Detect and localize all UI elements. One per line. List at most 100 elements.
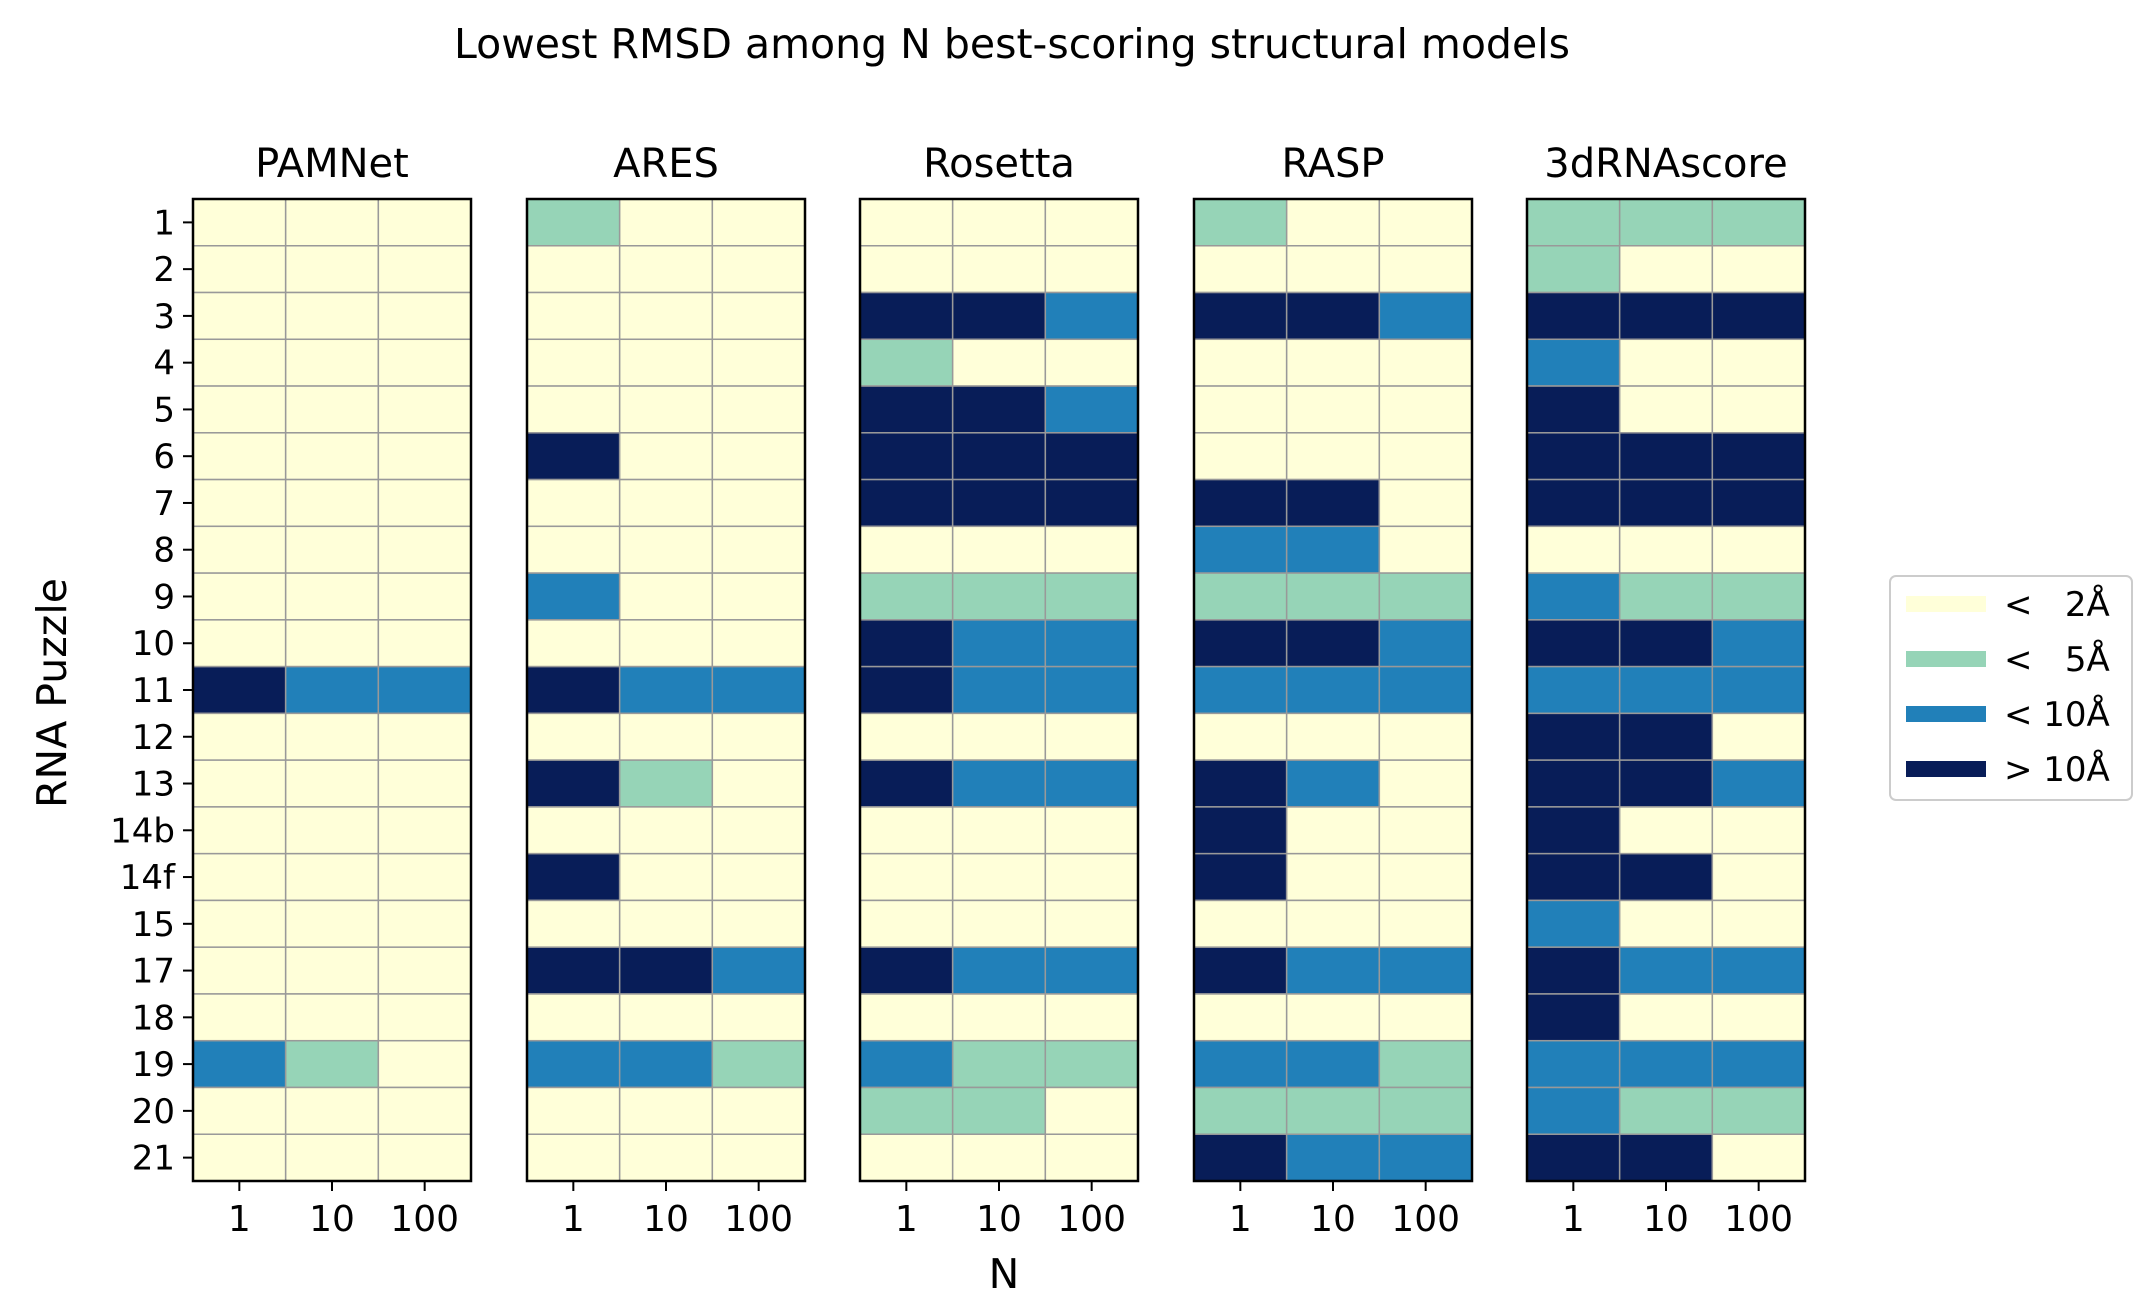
heatmap-cell xyxy=(1526,665,1621,715)
heatmap-cell xyxy=(1193,712,1288,761)
heatmap-cell xyxy=(1526,993,1621,1042)
heatmap-cell xyxy=(1044,993,1139,1042)
heatmap-cell xyxy=(377,478,472,528)
y-tick-label: 10 xyxy=(132,624,175,664)
heatmap-cell xyxy=(1044,619,1139,668)
heatmap-cell xyxy=(711,245,806,294)
y-tick-label: 21 xyxy=(132,1139,175,1179)
heatmap-cell xyxy=(1526,478,1621,528)
heatmap-cell xyxy=(377,432,472,481)
heatmap-cell xyxy=(1378,619,1473,668)
heatmap-cell xyxy=(284,525,380,574)
heatmap-cell xyxy=(1193,1039,1288,1089)
heatmap-cell xyxy=(526,432,621,481)
heatmap-cell xyxy=(192,1039,287,1089)
panel-3drnascore: 3dRNAscore 1 10 100 xyxy=(1525,141,1807,1240)
heatmap-cell xyxy=(859,759,954,808)
heatmap-cell xyxy=(1193,665,1288,715)
heatmap-cell xyxy=(526,478,621,528)
y-tick-label: 5 xyxy=(153,390,175,430)
heatmap-cell xyxy=(1044,1133,1139,1182)
heatmap-cell xyxy=(377,245,472,294)
heatmap-cell xyxy=(1193,198,1288,247)
heatmap-cell xyxy=(1044,1039,1139,1089)
heatmap-cell xyxy=(618,385,714,434)
heatmap-cell xyxy=(526,572,621,621)
heatmap-cell xyxy=(1526,759,1621,808)
heatmap-cell xyxy=(284,338,380,387)
heatmap-cell xyxy=(951,478,1047,528)
heatmap-cell xyxy=(1618,665,1714,715)
heatmap-cell xyxy=(1526,806,1621,855)
heatmap-cell xyxy=(1711,1133,1806,1182)
heatmap-cell xyxy=(526,338,621,387)
heatmap-cell xyxy=(377,338,472,387)
y-tick-label: 15 xyxy=(132,905,175,945)
heatmap-cell xyxy=(859,478,954,528)
heatmap-cell xyxy=(377,899,472,948)
heatmap-cell xyxy=(526,245,621,294)
x-tick-label: 100 xyxy=(1724,1199,1793,1240)
heatmap-cell xyxy=(377,572,472,621)
x-axis-label: N xyxy=(989,1250,1020,1298)
heatmap-cell xyxy=(1193,946,1288,995)
heatmap-cell xyxy=(618,338,714,387)
heatmap-cell xyxy=(1711,1039,1806,1089)
heatmap-cell xyxy=(192,245,287,294)
heatmap-cell xyxy=(1711,198,1806,247)
heatmap-cell xyxy=(1378,946,1473,995)
x-tick-label: 1 xyxy=(895,1199,918,1240)
heatmap-cell xyxy=(951,712,1047,761)
heatmap-cell xyxy=(1618,712,1714,761)
heatmap-cell xyxy=(1618,1133,1714,1182)
heatmap-cell xyxy=(1378,993,1473,1042)
heatmap-cell xyxy=(192,525,287,574)
heatmap-cell xyxy=(711,806,806,855)
heatmap-cell xyxy=(1378,852,1473,902)
heatmap-cell xyxy=(859,806,954,855)
heatmap-cell xyxy=(1378,1133,1473,1182)
y-axis-label: RNA Puzzle xyxy=(28,578,76,808)
heatmap-cell xyxy=(711,852,806,902)
heatmap-cell xyxy=(1044,291,1139,341)
legend-box xyxy=(1889,575,2133,801)
heatmap-cell xyxy=(711,1086,806,1135)
heatmap-cell xyxy=(1618,993,1714,1042)
heatmap-cell xyxy=(1044,338,1139,387)
heatmap-cell xyxy=(192,946,287,995)
heatmap-cell xyxy=(526,291,621,341)
heatmap-cell xyxy=(526,946,621,995)
heatmap-cell xyxy=(618,852,714,902)
heatmap-cell xyxy=(711,385,806,434)
heatmap-cell xyxy=(1378,338,1473,387)
heatmap-cell xyxy=(1378,525,1473,574)
heatmap-cell xyxy=(1526,432,1621,481)
heatmap-cell xyxy=(1285,291,1381,341)
heatmap-cell xyxy=(618,619,714,668)
heatmap-cell xyxy=(1526,852,1621,902)
heatmap-cell xyxy=(1711,291,1806,341)
heatmap-cell xyxy=(711,525,806,574)
heatmap-cell xyxy=(1285,759,1381,808)
heatmap-cell xyxy=(1193,478,1288,528)
heatmap-cell xyxy=(1526,291,1621,341)
heatmap-cell xyxy=(951,852,1047,902)
legend: < 2Å < 5Å < 10Å > 10Å xyxy=(1889,575,2133,801)
heatmap-cell xyxy=(284,899,380,948)
heatmap-cell xyxy=(377,1039,472,1089)
heatmap-cell xyxy=(859,665,954,715)
heatmap-cell xyxy=(951,665,1047,715)
heatmap-cell xyxy=(284,572,380,621)
heatmap-cell xyxy=(1285,899,1381,948)
heatmap-cell xyxy=(951,338,1047,387)
heatmap-cell xyxy=(1526,619,1621,668)
heatmap-cell xyxy=(1618,619,1714,668)
y-tick-label: 2 xyxy=(153,250,175,290)
heatmap-cell xyxy=(192,665,287,715)
heatmap-cell xyxy=(1526,899,1621,948)
legend-swatch xyxy=(1906,706,1986,722)
y-tick-label: 1 xyxy=(153,203,175,243)
heatmap-cell xyxy=(1285,665,1381,715)
legend-swatch xyxy=(1906,651,1986,667)
heatmap-cell xyxy=(859,712,954,761)
